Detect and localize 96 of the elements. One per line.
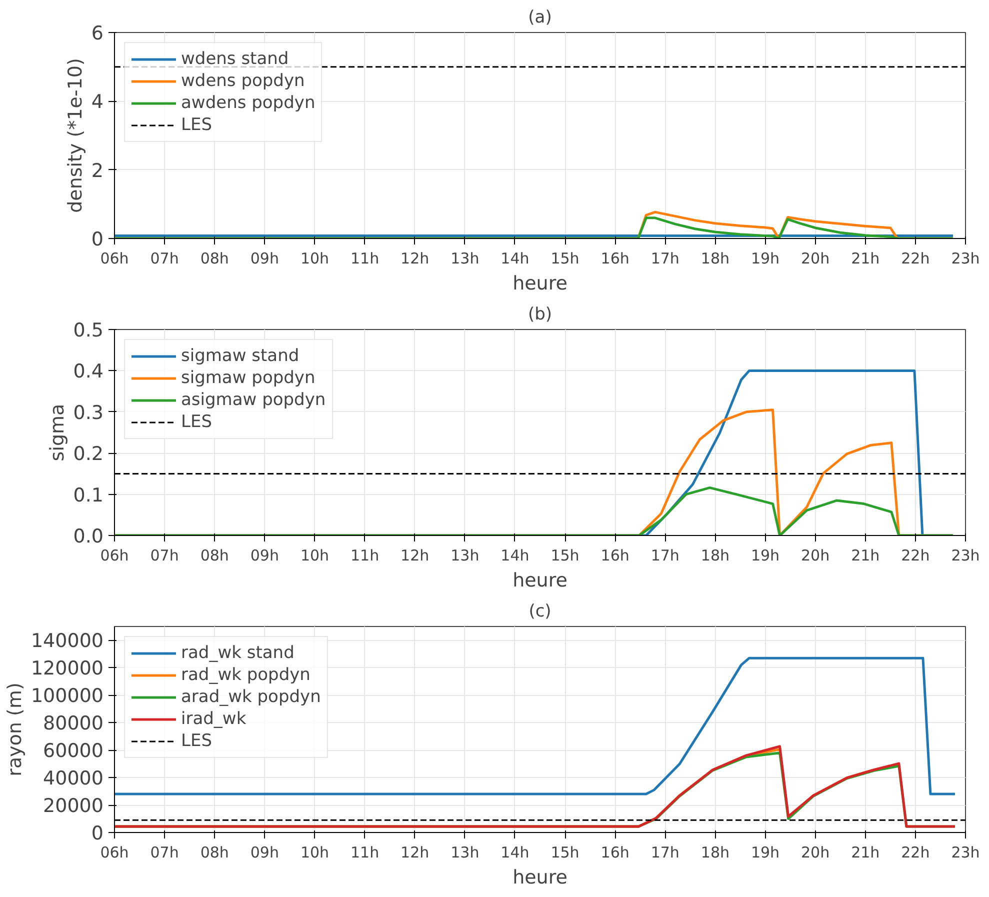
x-tick-label: 22h [901, 546, 930, 564]
x-tick-label: 19h [750, 546, 780, 564]
legend-label: arad_wk popdyn [181, 687, 321, 707]
x-tick-label: 09h [250, 250, 279, 268]
y-axis-title: sigma [46, 404, 68, 462]
y-tick-label: 0.3 [73, 402, 104, 424]
x-tick-label: 14h [500, 844, 530, 862]
x-tick-label: 12h [400, 546, 430, 564]
x-tick-label: 06h [100, 546, 129, 564]
x-axis-title: heure [512, 272, 568, 294]
y-tick-label: 0 [91, 228, 104, 250]
y-tick-label: 4 [91, 91, 104, 114]
x-tick-label: 18h [700, 250, 730, 268]
y-tick-label: 20000 [43, 795, 104, 818]
x-tick-label: 23h [951, 546, 980, 564]
legend-label: LES [181, 731, 212, 751]
x-tick-label: 13h [450, 250, 480, 268]
x-tick-label: 22h [901, 250, 930, 268]
x-tick-label: 17h [650, 250, 680, 268]
x-tick-label: 09h [250, 844, 279, 862]
legend-label: rad_wk popdyn [181, 665, 310, 685]
x-tick-label: 12h [400, 250, 430, 268]
chart-title: (b) [528, 304, 552, 324]
legend-label: irad_wk [181, 709, 246, 729]
x-tick-label: 22h [901, 844, 930, 862]
x-tick-label: 07h [150, 546, 179, 564]
legend-label: awdens popdyn [181, 93, 316, 113]
x-tick-label: 15h [550, 844, 580, 862]
y-tick-label: 140000 [30, 630, 104, 652]
x-tick-label: 17h [650, 546, 680, 564]
x-tick-label: 13h [450, 546, 480, 564]
x-tick-label: 13h [450, 844, 480, 862]
y-tick-label: 0.1 [73, 484, 104, 506]
x-tick-label: 06h [100, 250, 129, 268]
x-axis-title: heure [512, 866, 568, 888]
x-tick-label: 15h [550, 250, 580, 268]
y-tick-label: 2 [91, 160, 104, 182]
legend-label: asigmaw popdyn [181, 390, 326, 410]
x-tick-label: 14h [500, 250, 530, 268]
x-tick-label: 20h [801, 546, 830, 564]
x-tick-label: 19h [750, 844, 780, 862]
x-tick-label: 21h [851, 250, 880, 268]
y-axis-title: rayon (m) [4, 682, 26, 776]
y-tick-label: 60000 [43, 740, 104, 762]
x-tick-label: 18h [700, 844, 730, 862]
y-tick-label: 100000 [30, 685, 104, 708]
y-tick-label: 0.2 [73, 443, 104, 466]
x-tick-label: 08h [200, 844, 229, 862]
y-tick-label: 6 [91, 22, 104, 44]
x-tick-label: 07h [150, 250, 179, 268]
x-tick-label: 06h [100, 844, 129, 862]
legend-label: wdens popdyn [181, 71, 305, 91]
x-tick-label: 14h [500, 546, 530, 564]
x-tick-label: 20h [801, 250, 830, 268]
legend-label: LES [181, 412, 212, 432]
chart-title: (a) [528, 8, 552, 28]
legend-label: sigmaw stand [181, 346, 300, 366]
x-tick-label: 07h [150, 844, 179, 862]
line-series [114, 486, 954, 536]
x-tick-label: 19h [750, 250, 780, 268]
x-tick-label: 10h [300, 546, 330, 564]
x-tick-label: 15h [550, 546, 580, 564]
x-tick-label: 12h [400, 844, 430, 862]
y-axis-title: density (*1e-10) [64, 58, 86, 213]
y-tick-label: 0.4 [73, 360, 104, 383]
y-tick-label: 120000 [30, 658, 104, 680]
legend-label: wdens stand [181, 49, 289, 69]
x-tick-label: 16h [600, 546, 630, 564]
legend-label: sigmaw popdyn [181, 368, 316, 388]
y-tick-label: 40000 [43, 768, 104, 790]
x-tick-label: 08h [200, 250, 229, 268]
legend-label: LES [181, 115, 212, 135]
y-tick-label: 0.5 [73, 320, 104, 342]
x-tick-label: 11h [350, 250, 380, 268]
y-tick-label: 80000 [43, 712, 104, 735]
line-series [114, 216, 954, 238]
x-tick-label: 18h [700, 546, 730, 564]
x-tick-label: 10h [300, 844, 330, 862]
y-tick-label: 0 [91, 822, 104, 844]
x-tick-label: 23h [951, 844, 980, 862]
x-tick-label: 10h [300, 250, 330, 268]
x-tick-label: 23h [951, 250, 980, 268]
x-tick-label: 11h [350, 844, 380, 862]
x-tick-label: 16h [600, 250, 630, 268]
y-tick-label: 0.0 [73, 526, 104, 548]
x-tick-label: 21h [851, 546, 880, 564]
x-tick-label: 11h [350, 546, 380, 564]
legend-label: rad_wk stand [181, 643, 294, 663]
x-tick-label: 21h [851, 844, 880, 862]
x-axis-title: heure [512, 570, 568, 592]
x-tick-label: 20h [801, 844, 830, 862]
x-tick-label: 17h [650, 844, 680, 862]
x-tick-label: 08h [200, 546, 229, 564]
chart-title: (c) [528, 602, 552, 622]
x-tick-label: 16h [600, 844, 630, 862]
x-tick-label: 09h [250, 546, 279, 564]
